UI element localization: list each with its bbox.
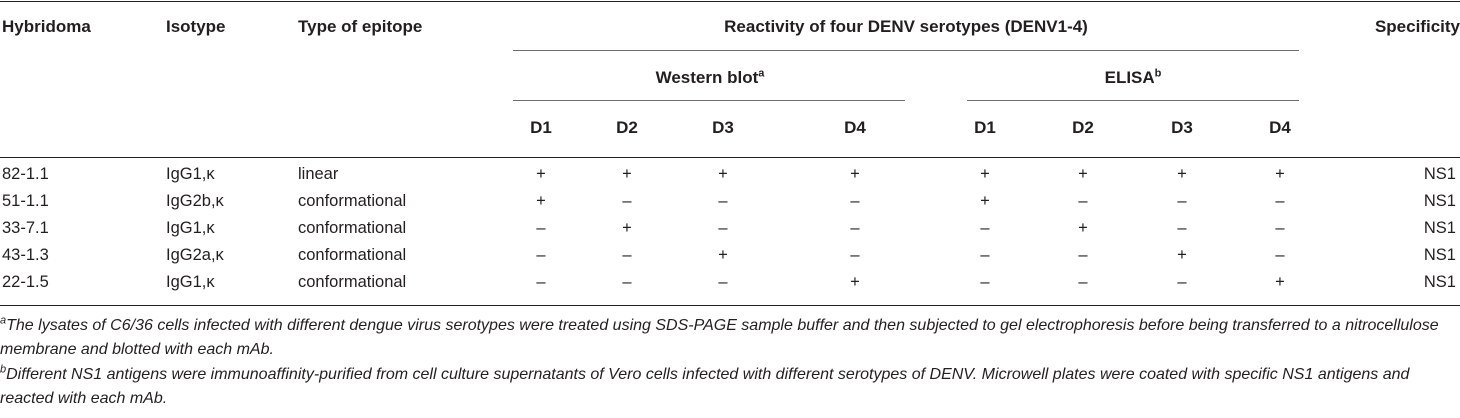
reactivity-cell: – [1177, 192, 1187, 210]
western-blot-rule [513, 100, 905, 101]
serotype-header: D2 [616, 118, 638, 137]
epitope-cell: conformational [298, 273, 407, 291]
reactivity-cell: – [850, 192, 860, 210]
serotype-header: D1 [530, 118, 552, 137]
reactivity-cell: + [622, 165, 632, 183]
serotype-header: D3 [1171, 118, 1193, 137]
reactivity-cell: + [1177, 246, 1187, 264]
reactivity-cell: + [1177, 165, 1187, 183]
specificity-cell: NS1 [1423, 192, 1456, 210]
reactivity-cell: – [622, 273, 632, 291]
reactivity-cell: – [850, 219, 860, 237]
top-rule [0, 1, 1460, 2]
header-isotype: Isotype [166, 17, 226, 36]
reactivity-cell: – [1078, 246, 1088, 264]
reactivity-cell: – [1177, 273, 1187, 291]
reactivity-cell: – [536, 219, 546, 237]
reactivity-cell: + [718, 246, 728, 264]
reactivity-cell: – [1275, 219, 1285, 237]
reactivity-cell: + [1275, 273, 1285, 291]
header-epitope: Type of epitope [298, 17, 423, 36]
epitope-cell: conformational [298, 219, 407, 237]
reactivity-cell: + [1078, 165, 1088, 183]
isotype-cell: IgG2b,κ [166, 192, 224, 210]
reactivity-cell: – [1078, 273, 1088, 291]
specificity-cell: NS1 [1423, 273, 1456, 291]
reactivity-cell: – [850, 246, 860, 264]
serotype-header: D3 [712, 118, 734, 137]
specificity-cell: NS1 [1423, 246, 1456, 264]
reactivity-cell: – [980, 246, 990, 264]
epitope-cell: linear [298, 165, 339, 183]
specificity-cell: NS1 [1423, 219, 1456, 237]
reactivity-cell: – [536, 273, 546, 291]
bottom-rule [0, 305, 1460, 306]
header-western-blot: Western blota [655, 67, 765, 87]
serotype-header: D1 [974, 118, 996, 137]
reactivity-rule [513, 50, 1299, 51]
reactivity-cell: + [980, 192, 990, 210]
reactivity-cell: + [718, 165, 728, 183]
serotype-header: D2 [1072, 118, 1094, 137]
specificity-cell: NS1 [1423, 165, 1456, 183]
isotype-cell: IgG1,κ [166, 165, 215, 183]
reactivity-cell: – [622, 192, 632, 210]
isotype-cell: IgG1,κ [166, 219, 215, 237]
reactivity-cell: – [718, 273, 728, 291]
reactivity-cell: + [622, 219, 632, 237]
reactivity-cell: + [536, 165, 546, 183]
reactivity-cell: + [1078, 219, 1088, 237]
hybridoma-cell: 43-1.3 [2, 246, 49, 264]
footnote-a: aThe lysates of C6/36 cells infected wit… [0, 314, 1439, 358]
header-reactivity: Reactivity of four DENV serotypes (DENV1… [724, 17, 1088, 36]
reactivity-cell: – [536, 246, 546, 264]
header-bottom-rule [0, 157, 1460, 158]
reactivity-cell: – [1275, 192, 1285, 210]
header-specificity: Specificity [1374, 17, 1460, 36]
reactivity-cell: + [850, 273, 860, 291]
reactivity-cell: – [980, 219, 990, 237]
elisa-rule [967, 100, 1299, 101]
reactivity-cell: + [536, 192, 546, 210]
epitope-cell: conformational [298, 192, 407, 210]
reactivity-cell: – [1275, 246, 1285, 264]
reactivity-cell: – [1177, 219, 1187, 237]
hybridoma-cell: 22-1.5 [2, 273, 49, 291]
reactivity-cell: + [850, 165, 860, 183]
serotype-header: D4 [1269, 118, 1291, 137]
footnote-b: bDifferent NS1 antigens were immunoaffin… [0, 363, 1410, 407]
header-elisa: ELISAb [1104, 67, 1162, 87]
hybridoma-cell: 33-7.1 [2, 219, 49, 237]
header-hybridoma: Hybridoma [2, 17, 91, 36]
reactivity-cell: – [622, 246, 632, 264]
hybridoma-cell: 82-1.1 [2, 165, 49, 183]
reactivity-cell: – [1078, 192, 1088, 210]
epitope-cell: conformational [298, 246, 407, 264]
isotype-cell: IgG1,κ [166, 273, 215, 291]
reactivity-cell: + [1275, 165, 1285, 183]
reactivity-cell: – [980, 273, 990, 291]
reactivity-cell: – [718, 192, 728, 210]
hybridoma-cell: 51-1.1 [2, 192, 49, 210]
reactivity-cell: + [980, 165, 990, 183]
serotype-header: D4 [844, 118, 866, 137]
reactivity-cell: – [718, 219, 728, 237]
isotype-cell: IgG2a,κ [166, 246, 224, 264]
